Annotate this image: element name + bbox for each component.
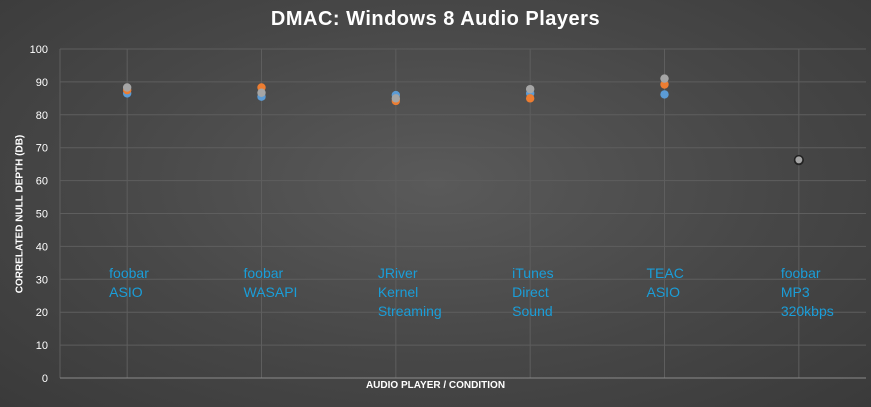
x-axis-title: AUDIO PLAYER / CONDITION <box>365 380 506 391</box>
category-label-4: iTunes Direct Sound <box>512 265 554 319</box>
category-label-6: foobar MP3 320kbps <box>781 265 834 319</box>
category-label-line: 320kbps <box>781 303 834 319</box>
category-label-line: iTunes <box>512 265 554 281</box>
y-tick-label-50: 50 <box>36 209 48 221</box>
data-point-series2-4 <box>525 94 535 103</box>
y-tick-label-0: 0 <box>42 373 48 385</box>
category-label-line: WASAPI <box>244 284 298 300</box>
category-label-line: JRiver <box>378 265 418 281</box>
data-point-series3-1 <box>122 83 132 92</box>
category-label-line: MP3 <box>781 284 810 300</box>
category-label-2: foobar WASAPI <box>244 265 298 300</box>
category-label-line: foobar <box>244 265 284 281</box>
y-tick-label-80: 80 <box>36 110 48 122</box>
category-label-1: foobar ASIO <box>109 265 149 300</box>
y-tick-label-30: 30 <box>36 274 48 286</box>
category-label-line: foobar <box>781 265 821 281</box>
category-label-line: TEAC <box>647 265 684 281</box>
y-tick-label-90: 90 <box>36 77 48 89</box>
category-label-line: Sound <box>512 303 552 319</box>
y-tick-label-70: 70 <box>36 143 48 155</box>
y-tick-label-40: 40 <box>36 241 48 253</box>
category-label-line: Streaming <box>378 303 442 319</box>
data-point-series2-5 <box>660 80 669 89</box>
chart-title: DMAC: Windows 8 Audio Players <box>270 8 601 30</box>
category-label-line: foobar <box>109 265 149 281</box>
data-point-series3-6 <box>793 154 804 165</box>
category-label-line: Kernel <box>378 284 418 300</box>
y-tick-label-20: 20 <box>36 307 48 319</box>
category-label-line: Direct <box>512 284 549 300</box>
category-label-5: TEAC ASIO <box>647 265 684 300</box>
data-point-series3-2 <box>257 88 266 97</box>
y-tick-label-10: 10 <box>36 340 48 352</box>
category-label-line: ASIO <box>109 284 143 300</box>
y-tick-label-60: 60 <box>36 176 48 188</box>
data-point-series3-3 <box>391 94 401 103</box>
data-point-series3-4 <box>525 84 535 94</box>
data-point-series1-5 <box>660 90 669 99</box>
data-point-series3-5 <box>660 74 669 83</box>
category-label-3: JRiver Kernel Streaming <box>378 265 442 319</box>
y-tick-label-100: 100 <box>30 44 48 56</box>
category-label-line: ASIO <box>647 284 681 300</box>
